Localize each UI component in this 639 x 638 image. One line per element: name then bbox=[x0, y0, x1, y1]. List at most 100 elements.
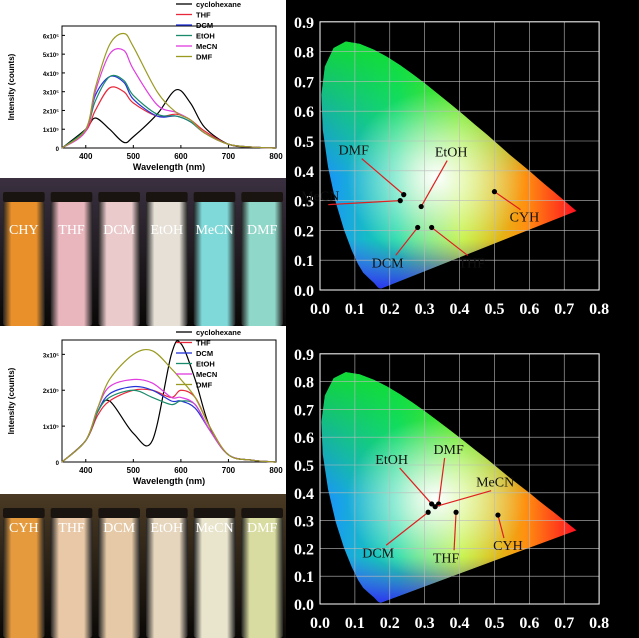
cie-x-tick-label: 0.5 bbox=[484, 615, 504, 632]
vial-label: MeCN bbox=[195, 521, 233, 536]
cie-y-tick-label: 0.0 bbox=[294, 597, 314, 614]
cie-y-tick-label: 0.4 bbox=[294, 486, 314, 503]
cie-x-tick-label: 0.1 bbox=[345, 615, 365, 632]
vial-label: CHY bbox=[9, 223, 39, 238]
cie-point-label: DCM bbox=[372, 256, 404, 271]
cie-x-tick-label: 0.3 bbox=[415, 615, 435, 632]
cie-y-tick-label: 0.4 bbox=[294, 164, 314, 181]
legend-label: THF bbox=[196, 11, 211, 20]
cie-x-tick-label: 0.8 bbox=[589, 301, 609, 318]
vial-label: DCM bbox=[103, 223, 135, 238]
vial-dmf bbox=[241, 202, 283, 326]
cie-point-cyh bbox=[495, 512, 501, 518]
cie-y-tick-label: 0.9 bbox=[294, 347, 314, 364]
cie-point-etoh bbox=[429, 501, 435, 507]
y-tick-label: 5x10⁵ bbox=[43, 53, 59, 59]
y-tick-label: 1x10⁵ bbox=[43, 425, 59, 431]
cie-y-tick-label: 0.3 bbox=[294, 194, 314, 211]
x-tick-label: 500 bbox=[127, 466, 141, 475]
cie-y-tick-label: 0.8 bbox=[294, 375, 314, 392]
x-tick-label: 700 bbox=[222, 152, 236, 161]
legend-label: DMF bbox=[196, 53, 213, 62]
vial-label: DCM bbox=[103, 521, 135, 536]
y-tick-label: 3x10⁵ bbox=[43, 91, 59, 97]
vial-dcm bbox=[98, 202, 140, 326]
cie-x-tick-label: 0.4 bbox=[450, 615, 470, 632]
legend-label: DMF bbox=[196, 381, 213, 390]
vial-cap bbox=[98, 192, 140, 202]
cie-x-tick-label: 0.2 bbox=[380, 301, 400, 318]
vial-cap bbox=[3, 192, 45, 202]
vial-label: EtOH bbox=[150, 223, 183, 238]
cie-y-tick-label: 0.0 bbox=[294, 283, 314, 300]
vial-label: DMF bbox=[247, 223, 278, 238]
x-tick-label: 800 bbox=[269, 152, 283, 161]
cie-frame bbox=[319, 353, 600, 605]
cie-pointer bbox=[420, 160, 448, 207]
x-tick-label: 400 bbox=[79, 152, 93, 161]
plot-frame bbox=[61, 339, 277, 463]
photo-background bbox=[0, 178, 286, 326]
legend-label: MeCN bbox=[196, 370, 217, 379]
cie-point-label: DMF bbox=[339, 144, 370, 159]
cie-pointer bbox=[438, 457, 446, 504]
cie-x-tick-label: 0.6 bbox=[519, 615, 539, 632]
vial-cap bbox=[146, 192, 188, 202]
cie-pointer bbox=[328, 200, 401, 206]
cie-pointer bbox=[399, 467, 433, 505]
cie-point-thf bbox=[453, 509, 459, 515]
cie-x-tick-label: 0.0 bbox=[310, 615, 330, 632]
vial-cap bbox=[50, 192, 93, 202]
vial-cap bbox=[50, 508, 93, 518]
y-tick-label: 0 bbox=[56, 147, 60, 153]
photo-background bbox=[0, 494, 286, 638]
y-tick-label: 1x10⁵ bbox=[43, 128, 59, 134]
legend-label: DCM bbox=[196, 21, 213, 30]
legend-label: EtOH bbox=[196, 32, 215, 41]
cie-y-tick-label: 0.8 bbox=[294, 45, 314, 62]
cie-y-tick-label: 0.5 bbox=[294, 134, 314, 151]
vial-etoh bbox=[146, 202, 188, 326]
y-tick-label: 3x10⁵ bbox=[43, 353, 59, 359]
cie-point-dcm bbox=[425, 509, 431, 515]
cie-x-tick-label: 0.5 bbox=[484, 301, 504, 318]
cie-diagram-b: 0.0 0.1 0.2 0.3 0.4 0.5 0.6 0.7 0.8 0.0 0.1 0.2 0.3 0… bbox=[286, 326, 639, 638]
vial-label: EtOH bbox=[150, 521, 183, 536]
vial-photo-b: CYH THF DCM EtOH MeCN DMF bbox=[0, 494, 286, 638]
cie-white-region bbox=[321, 41, 577, 289]
series-line-etoh bbox=[61, 389, 277, 463]
cie-x-tick-label: 0.0 bbox=[310, 301, 330, 318]
cie-y-tick-label: 0.3 bbox=[294, 514, 314, 531]
cie-x-tick-label: 0.8 bbox=[589, 615, 609, 632]
cie-point-label: EtOH bbox=[435, 146, 468, 161]
vial-cap bbox=[193, 508, 236, 518]
cie-x-tick-label: 0.7 bbox=[554, 615, 574, 632]
cie-point-dcm bbox=[415, 224, 421, 231]
vial-label: MeCN bbox=[195, 223, 233, 238]
vial-dmf bbox=[241, 518, 283, 638]
series-line-cyclohexane bbox=[61, 340, 277, 463]
cie-y-tick-label: 0.9 bbox=[294, 15, 314, 32]
vial-dcm bbox=[98, 518, 140, 638]
vial-photo-a: CHY THF DCM EtOH MeCN DMF bbox=[0, 178, 286, 326]
vial-chy bbox=[3, 202, 45, 326]
legend-label: cyclohexane bbox=[196, 0, 241, 9]
vial-mecn bbox=[193, 518, 236, 638]
cie-pointer bbox=[395, 227, 419, 256]
cie-x-tick-label: 0.7 bbox=[554, 301, 574, 318]
cie-y-tick-label: 0.6 bbox=[294, 104, 314, 121]
x-tick-label: 800 bbox=[269, 466, 283, 475]
x-tick-label: 600 bbox=[174, 152, 188, 161]
cie-point-label: THF bbox=[458, 256, 485, 271]
vial-label: CYH bbox=[9, 521, 39, 536]
cie-y-tick-label: 0.2 bbox=[294, 223, 314, 240]
cie-point-label: EtOH bbox=[375, 453, 408, 468]
cie-point-label: MeCN bbox=[476, 476, 514, 491]
cie-diagram-a: 0.0 0.1 0.2 0.3 0.4 0.5 0.6 0.7 0.8 0.0 0.1 0.2 0.3 0… bbox=[286, 0, 639, 326]
cie-pointer bbox=[453, 512, 457, 551]
cie-point-label: CYH bbox=[493, 539, 523, 554]
cie-pointer bbox=[434, 490, 492, 508]
y-tick-label: 6x10⁵ bbox=[43, 34, 59, 40]
cie-point-cyh bbox=[491, 189, 498, 195]
x-axis-label: Wavelength (nm) bbox=[133, 476, 205, 486]
